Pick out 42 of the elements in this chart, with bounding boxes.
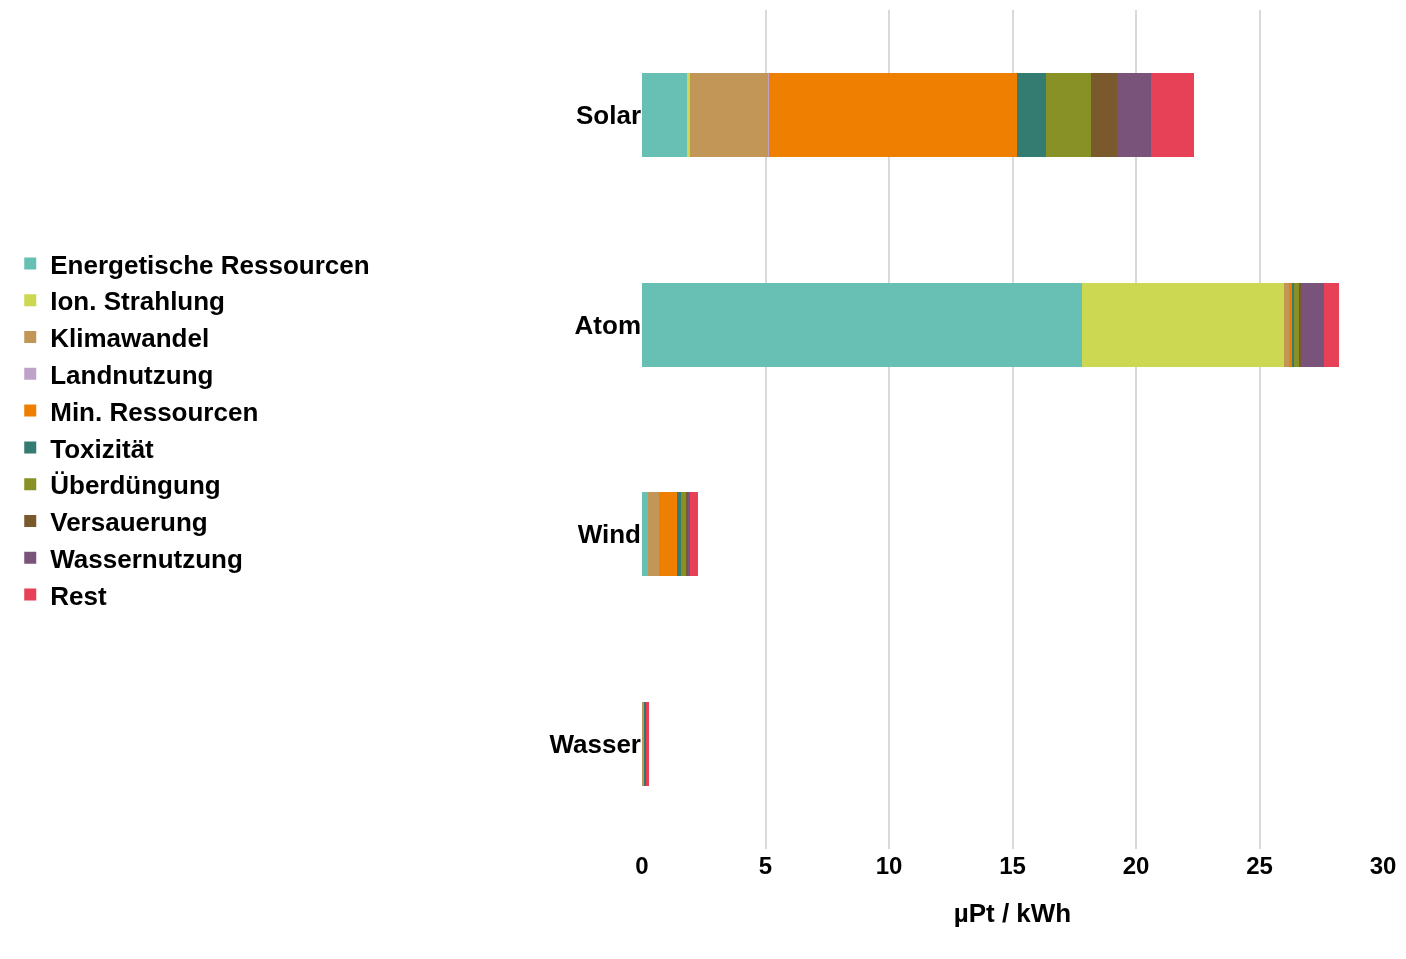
legend-label: Klimawandel: [50, 323, 210, 354]
bar: [642, 282, 1083, 367]
bar: [642, 492, 649, 577]
bar: [659, 492, 678, 577]
legend-label: Toxizität: [50, 433, 155, 464]
x-tick-label: 10: [875, 852, 903, 879]
y-tick-label: Wasser: [549, 729, 641, 760]
bar: [1284, 282, 1290, 367]
y-tick-label: Wind: [577, 519, 641, 550]
bar: [1091, 72, 1118, 157]
x-tick-label: 0: [635, 852, 649, 879]
legend-label: Wassernutzung: [50, 543, 243, 574]
y-tick-label: Atom: [574, 309, 641, 340]
bar: [642, 72, 688, 157]
bar: [1117, 72, 1151, 157]
x-axis-title: µPt / kWh: [953, 897, 1072, 928]
bar: [1300, 282, 1325, 367]
bar: [768, 72, 1018, 157]
legend-label: Min. Ressourcen: [50, 396, 259, 427]
bar: [1324, 282, 1340, 367]
legend-label: Überdüngung: [50, 470, 221, 501]
bar: [1017, 72, 1046, 157]
bar: [1045, 72, 1092, 157]
x-tick-label: 25: [1246, 852, 1273, 879]
legend-label: Rest: [50, 580, 107, 611]
x-tick-label: 30: [1369, 852, 1397, 879]
bar: [648, 492, 660, 577]
legend-label: Landnutzung: [50, 359, 214, 390]
bar: [1294, 282, 1300, 367]
legend-label: Ion. Strahlung: [50, 286, 226, 317]
x-tick-label: 5: [758, 852, 773, 879]
x-tick-label: 15: [999, 852, 1026, 879]
bar: [677, 492, 681, 577]
bar: [690, 72, 769, 157]
bar: [1150, 72, 1194, 157]
bar: [690, 492, 698, 577]
x-tick-label: 20: [1122, 852, 1150, 879]
legend-label: Energetische Ressourcen: [50, 249, 370, 280]
legend-label: Versauerung: [50, 507, 208, 538]
bar: [1082, 282, 1285, 367]
y-tick-label: Solar: [575, 99, 641, 130]
bar: [687, 72, 691, 157]
